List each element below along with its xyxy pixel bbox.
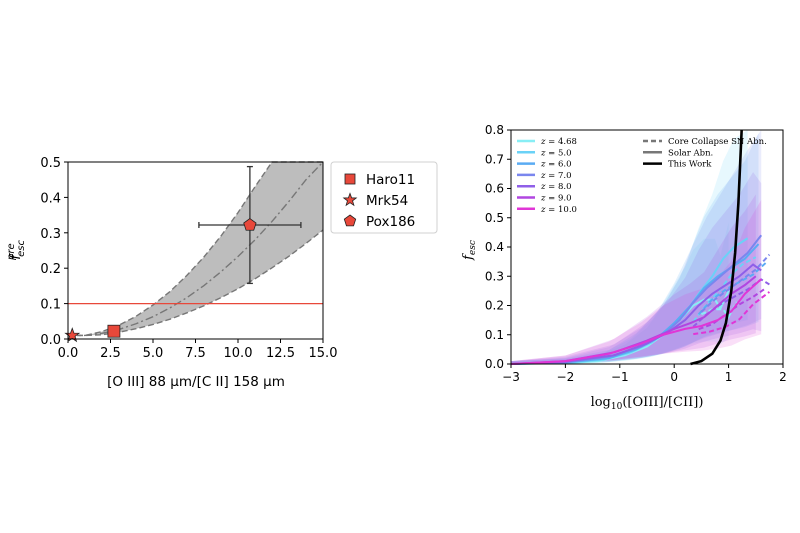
series-envelope	[511, 172, 762, 364]
legend-label: Haro11	[366, 172, 415, 188]
right-x-axis-label: log10([OIII]/[CII])	[591, 395, 704, 412]
right-ticks: −3 −2 −1 0 1 2 0.0 0.1 0.2 0.3 0.4 0.5 0.6 0.7 0.8	[485, 123, 787, 384]
x-tick-label: 5.0	[143, 346, 164, 361]
series-line	[510, 278, 762, 365]
left-legend-box	[330, 161, 438, 234]
legend-label: Pox186	[366, 214, 415, 230]
left-legend: Haro11 Mrk54 Pox186	[330, 161, 438, 234]
y-tick-label: 0.8	[485, 123, 504, 137]
x-tick-label: 0	[670, 370, 678, 384]
right-legend-style: Core Collapse SN Abn.Solar Abn. This Work	[643, 137, 767, 170]
legend-marker-pox186	[343, 214, 357, 227]
x-tick-label: −1	[611, 370, 629, 384]
right-chart: −3 −2 −1 0 1 2 0.0 0.1 0.2 0.3 0.4 0.5 0.6 0.7 0.8 log…	[461, 123, 787, 412]
lower-bound-curve	[68, 229, 324, 337]
data-point-mrk54	[64, 327, 81, 343]
series-line-dashed	[693, 291, 771, 336]
y-tick-label: 0.4	[40, 191, 61, 206]
y-tick-label: 0.0	[40, 333, 61, 348]
y-tick-label: 0.2	[40, 262, 61, 277]
right-y-axis-label: fesc	[461, 240, 478, 261]
x-tick-label: 2	[779, 370, 787, 384]
legend-marker-haro11	[344, 173, 356, 185]
legend-marker-mrk54	[342, 192, 358, 207]
this-work-line	[690, 129, 743, 366]
x-tick-label: 12.5	[266, 346, 295, 361]
x-tick-label: 0.0	[58, 346, 79, 361]
y-tick-label: 0.1	[40, 298, 61, 313]
series-envelope	[511, 130, 748, 364]
left-y-axis-label: fescpre	[6, 240, 27, 261]
legend-label: Mrk54	[366, 193, 408, 209]
y-tick-label: 0.0	[485, 357, 504, 371]
y-tick-label: 0.2	[485, 299, 504, 313]
right-series-lines	[510, 129, 771, 366]
x-tick-label: 1	[725, 370, 733, 384]
legend-label: z = 10.0	[540, 205, 577, 215]
x-tick-label: 2.5	[100, 346, 121, 361]
legend-label: z = 8.0	[540, 182, 572, 192]
left-x-axis-label: [O III] 88 μm/[C II] 158 μm	[107, 374, 285, 390]
uncertainty-band	[68, 161, 324, 337]
left-ticks: 0.0 2.5 5.0 7.5 10.0 12.5 15.0 0.0 0.1 0.2 0.3 0.4 0…	[40, 156, 337, 361]
left-data-points	[64, 165, 302, 343]
y-tick-label: 0.6	[485, 182, 504, 196]
series-envelope	[511, 199, 762, 364]
legend-style-label: Solar Abn.	[668, 148, 713, 158]
y-tick-label: 0.1	[485, 328, 504, 342]
data-point-pox186	[243, 218, 257, 231]
x-tick-label: 7.5	[185, 346, 206, 361]
legend-label: z = 9.0	[540, 194, 572, 204]
y-tick-label: 0.3	[485, 269, 504, 283]
y-tick-label: 0.7	[485, 152, 504, 166]
right-axes-frame	[510, 129, 784, 365]
data-point-haro11	[107, 324, 121, 338]
legend-label: z = 4.68	[540, 137, 577, 147]
confidence-band	[68, 162, 323, 336]
right-legend-redshift: z = 4.68z = 5.0 z = 6.0z = 7.0z = 8.0 z = …	[517, 137, 577, 215]
y-tick-label: 0.5	[40, 156, 61, 171]
left-chart: 0.0 2.5 5.0 7.5 10.0 12.5 15.0 0.0 0.1 0.2 0.3 0.4 0…	[6, 156, 438, 390]
series-line	[510, 263, 762, 365]
y-tick-label: 0.3	[40, 227, 61, 242]
x-tick-label: −3	[502, 370, 520, 384]
legend-label: z = 5.0	[540, 148, 572, 158]
legend-label: z = 7.0	[540, 171, 572, 181]
series-line-dashed	[698, 288, 765, 331]
legend-style-label: Core Collapse SN Abn.	[668, 137, 767, 147]
x-tick-label: 15.0	[309, 346, 338, 361]
upper-bound-curve	[68, 161, 323, 337]
left-axes-frame	[67, 161, 324, 340]
legend-label: z = 6.0	[540, 160, 572, 170]
y-tick-label: 0.5	[485, 211, 504, 225]
y-tick-label: 0.4	[485, 240, 504, 254]
x-tick-label: −2	[557, 370, 575, 384]
legend-style-label: This Work	[668, 160, 712, 170]
x-tick-label: 10.0	[224, 346, 253, 361]
